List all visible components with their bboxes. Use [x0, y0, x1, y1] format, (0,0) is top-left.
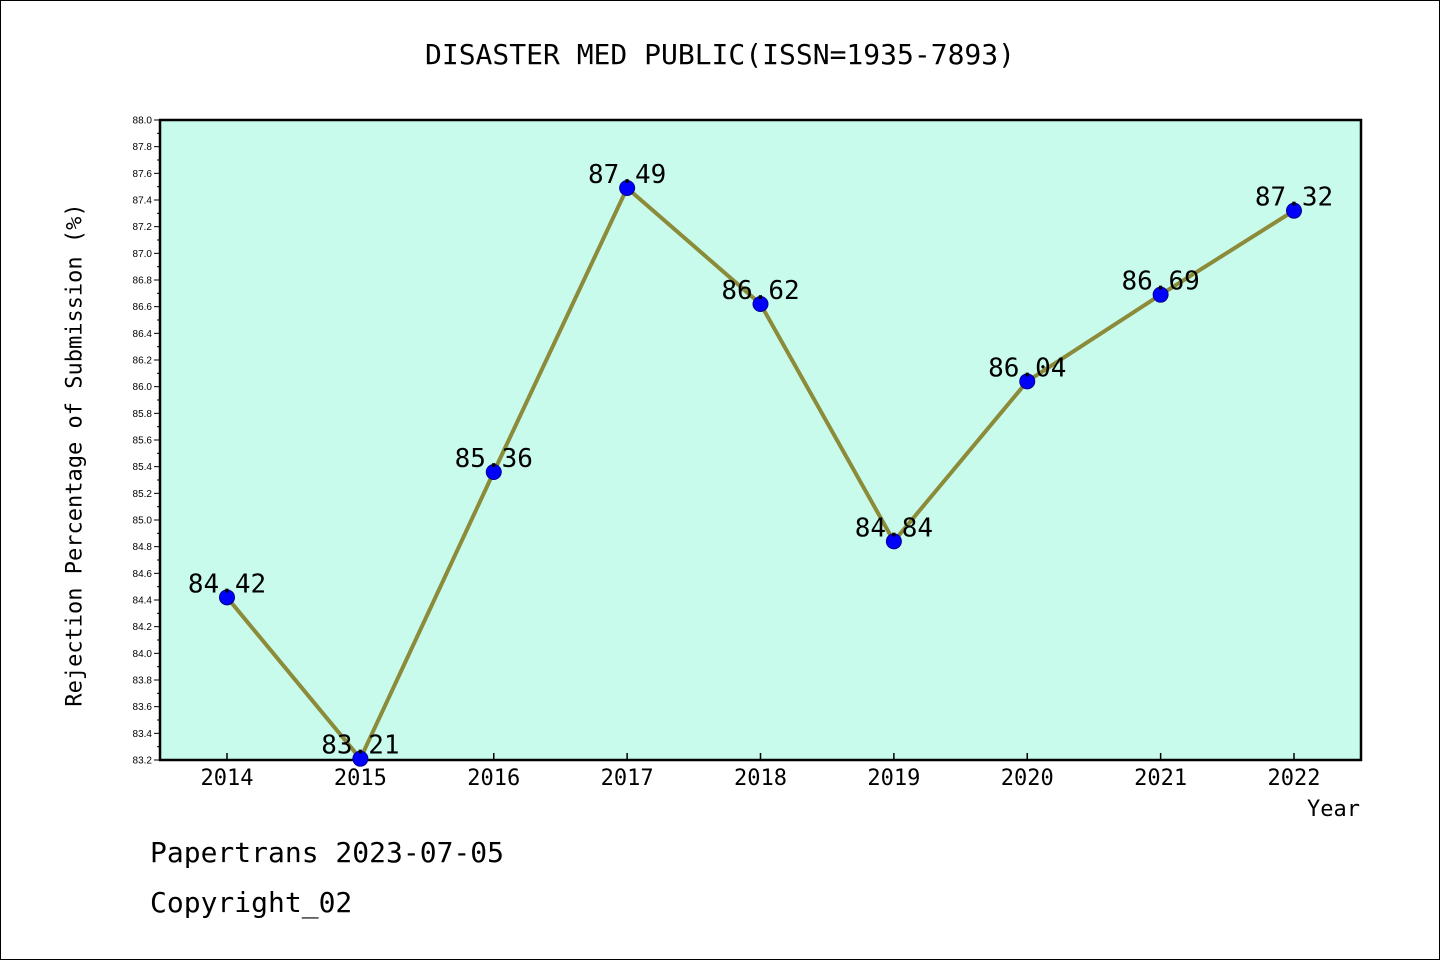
x-tick-label: 2017: [601, 766, 654, 791]
y-tick-label: 87.0: [133, 249, 153, 260]
y-tick-label: 88.0: [133, 116, 153, 127]
data-label: 84.42: [188, 569, 266, 599]
chart-title: DISASTER MED PUBLIC(ISSN=1935-7893): [424, 38, 1015, 71]
data-point: [885, 533, 902, 550]
y-tick-label: 87.6: [133, 169, 153, 180]
data-label: 87.49: [588, 160, 666, 190]
series: [219, 180, 1302, 767]
x-tick-label: 2020: [1001, 766, 1054, 791]
y-tick-label: 87.4: [133, 196, 153, 207]
y-tick-label: 86.4: [133, 329, 153, 340]
x-tick-label: 2014: [201, 766, 254, 791]
data-point: [219, 589, 235, 606]
data-point: [352, 750, 369, 767]
y-tick-label: 84.8: [133, 542, 153, 553]
data-label: 87.32: [1255, 183, 1333, 213]
data-point: [1019, 373, 1036, 390]
y-tick-label: 86.6: [133, 302, 153, 313]
y-tick-label: 86.8: [133, 276, 153, 287]
x-tick-label: 2016: [467, 766, 520, 791]
y-tick-label: 85.0: [133, 516, 153, 527]
data-label: 86.04: [988, 353, 1066, 383]
y-axis-label: Rejection Percentage of Submission (%): [62, 203, 88, 707]
x-tick-label: 2022: [1268, 766, 1321, 791]
y-axis: 83.2 83.4 83.6 83.8 84.0 84.2 84.4 84.6 84.8 85.0…: [133, 116, 160, 767]
x-tick-label: 2015: [334, 766, 387, 791]
y-tick-label: 87.2: [133, 222, 153, 233]
y-tick-label: 85.6: [133, 436, 153, 447]
y-tick-label: 83.4: [133, 729, 153, 740]
x-tick-label: 2019: [867, 766, 920, 791]
data-label: 84.84: [855, 513, 933, 543]
data-point: [1152, 286, 1169, 303]
y-tick-label: 83.8: [133, 676, 153, 687]
y-tick-label: 86.2: [133, 356, 153, 367]
y-tick-label: 83.2: [133, 756, 153, 767]
data-label: 86.69: [1121, 267, 1199, 297]
y-tick-label: 85.2: [133, 489, 153, 500]
y-tick-label: 84.2: [133, 622, 153, 633]
y-tick-label: 84.0: [133, 649, 153, 660]
data-point: [619, 180, 636, 196]
footer-date: Papertrans 2023-07-05: [150, 836, 505, 869]
x-tick-label: 2021: [1134, 766, 1187, 791]
y-tick-label: 84.4: [133, 596, 153, 607]
plot-area: [158, 118, 1363, 762]
data-point: [485, 464, 502, 480]
y-tick-label: 83.6: [133, 702, 153, 713]
y-tick-label: 85.4: [133, 462, 153, 473]
data-labels: 84.42 83.21 85.36 87.49 86.62 84.84 86.04 86.69…: [188, 160, 1333, 761]
x-tick-label: 2018: [734, 766, 787, 791]
y-tick-label: 86.0: [133, 382, 153, 393]
data-label: 86.62: [721, 276, 799, 306]
y-tick-label: 87.8: [133, 142, 153, 153]
footer-copyright: Copyright_02: [150, 886, 353, 919]
data-label: 83.21: [321, 731, 399, 761]
data-point: [752, 296, 769, 312]
x-axis: 2014 2015 2016 2017 2018 2019 2020 2021 2022: [201, 753, 1321, 791]
data-point: [1286, 202, 1302, 219]
x-axis-label: Year: [1307, 797, 1360, 822]
y-tick-label: 85.8: [133, 409, 153, 420]
y-tick-label: 84.6: [133, 569, 153, 580]
data-label: 85.36: [455, 444, 533, 474]
